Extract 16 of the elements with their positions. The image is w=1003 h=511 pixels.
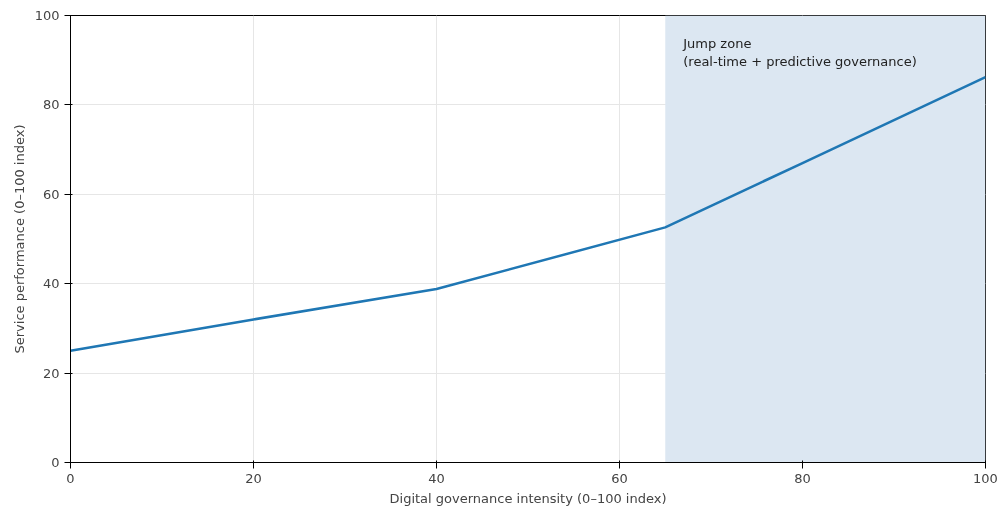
y-axis-title: Service performance (0–100 index)	[11, 124, 27, 354]
x-tick-label: 100	[973, 470, 998, 486]
x-tick-label: 20	[245, 470, 262, 486]
y-tick-label: 0	[51, 455, 60, 470]
annotation: Jump zone (real-time + predictive governance)	[682, 35, 917, 69]
y-tick-label: 40	[42, 276, 60, 292]
line-series	[70, 75, 986, 352]
x-tick-label: 0	[66, 470, 75, 486]
y-tick-label: 100	[34, 8, 60, 23]
x-tick-label: 40	[428, 470, 445, 486]
y-tick-label: 60	[42, 186, 60, 202]
y-tick-label: 20	[42, 365, 60, 381]
x-tick-label: 80	[794, 470, 811, 486]
x-tick-label: 60	[611, 470, 628, 486]
y-tick-label: 80	[42, 97, 60, 113]
x-axis-title: Digital governance intensity (0–100 index)	[389, 490, 667, 506]
